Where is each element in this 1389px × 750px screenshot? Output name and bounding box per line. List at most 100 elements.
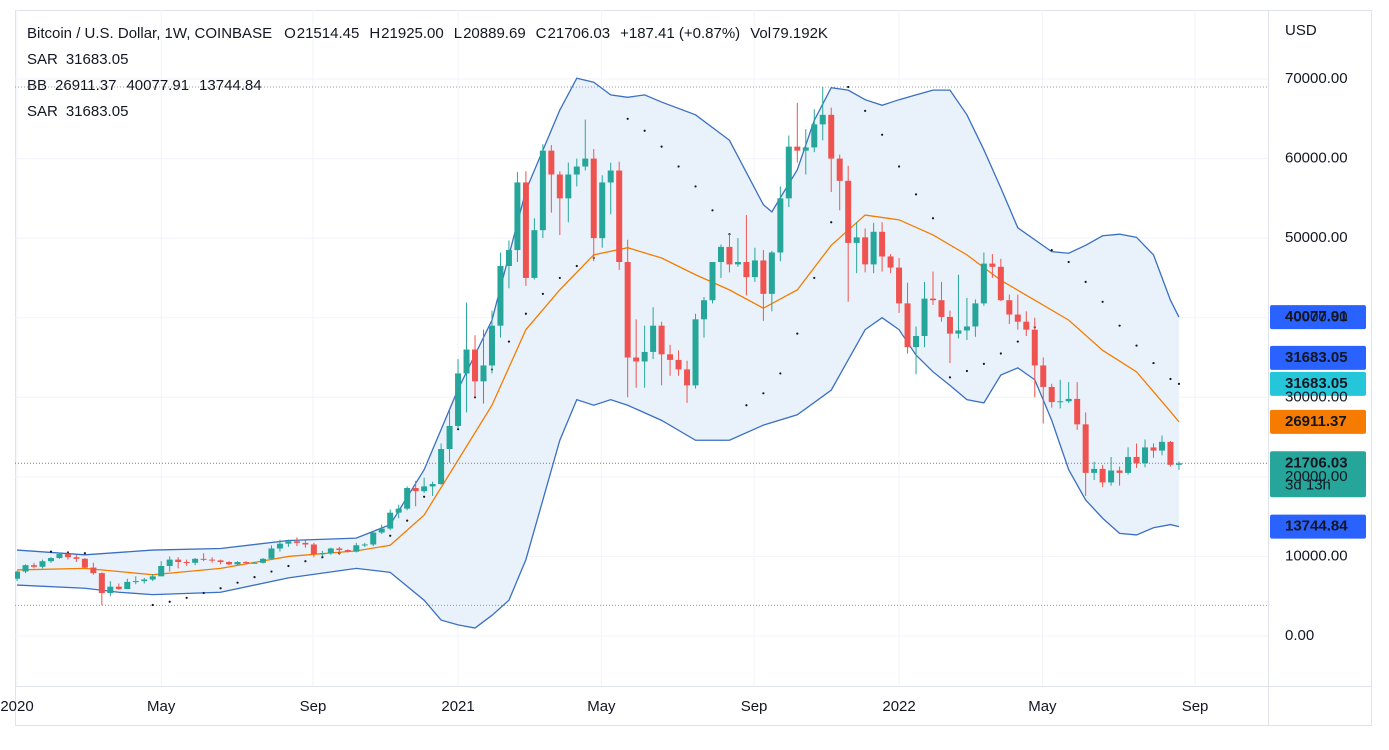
sar-dot xyxy=(931,217,935,220)
sar-dot xyxy=(185,596,188,599)
candle-body xyxy=(811,124,818,148)
legend-text: H xyxy=(369,25,380,42)
candle-body xyxy=(1099,468,1106,483)
sar-dot xyxy=(694,185,697,188)
candle-body xyxy=(132,581,139,583)
candle-body xyxy=(115,586,122,590)
candle-body xyxy=(158,565,165,577)
candle-body xyxy=(1167,441,1174,465)
legend-text: 20889.69 xyxy=(463,25,526,42)
candle-body xyxy=(47,558,54,562)
y-tick-label: 60000.00 xyxy=(1285,150,1348,167)
candle-body xyxy=(30,565,37,567)
legend-text: 21925.00 xyxy=(381,25,444,42)
sar-dot xyxy=(1118,324,1121,327)
candle-body xyxy=(1006,300,1013,315)
candle-body xyxy=(590,158,597,239)
sar-dot xyxy=(660,145,663,148)
y-tick-label: 0.00 xyxy=(1285,627,1314,644)
price-badge-label: 21706.03 xyxy=(1285,454,1348,471)
candle-body xyxy=(921,298,928,337)
candle-body xyxy=(344,550,351,552)
candle-body xyxy=(946,316,953,334)
candle-body xyxy=(1150,447,1157,451)
candle-body xyxy=(1040,365,1047,387)
price-badge-label: 26911.37 xyxy=(1285,413,1347,430)
candle-body xyxy=(438,449,445,485)
candle-body xyxy=(972,303,979,327)
sar-dot xyxy=(541,292,544,295)
candle-body xyxy=(310,544,317,555)
sar-dot xyxy=(897,165,901,168)
candle-body xyxy=(217,560,224,562)
sar-dot xyxy=(677,165,680,168)
legend-text: SAR xyxy=(27,103,58,120)
legend-text: 21706.03 xyxy=(548,25,611,42)
candle-body xyxy=(836,158,843,181)
price-badge xyxy=(1270,514,1366,539)
candle-body xyxy=(175,559,182,562)
price-badge xyxy=(1270,305,1366,330)
candle-body xyxy=(472,349,479,382)
candle-body xyxy=(73,557,80,559)
candle-body xyxy=(243,561,250,563)
candle-body xyxy=(361,544,368,546)
x-tick-label: Sep xyxy=(300,698,327,715)
candle-body xyxy=(268,548,275,559)
candle-body xyxy=(734,262,741,265)
sar-dot xyxy=(1050,248,1053,252)
sar-dot xyxy=(762,392,765,395)
candle-body xyxy=(15,571,21,579)
y-tick-label: 10000.00 xyxy=(1285,547,1348,564)
sar-dot xyxy=(1177,382,1181,385)
sar-dot xyxy=(914,193,918,196)
candle-body xyxy=(1175,463,1182,465)
sar-dot xyxy=(49,550,53,553)
candle-body xyxy=(293,541,300,543)
sar-dot xyxy=(1169,377,1172,381)
price-badge xyxy=(1270,371,1366,396)
candle-body xyxy=(913,336,920,348)
candle-body xyxy=(743,262,750,278)
x-tick-label: 2021 xyxy=(441,698,474,715)
sar-dot xyxy=(253,576,256,579)
legend-text: 26911.37 xyxy=(55,77,116,94)
sar-dot xyxy=(982,362,985,365)
sar-dot xyxy=(948,376,952,379)
sar-dot xyxy=(779,372,782,375)
candle-body xyxy=(768,252,775,294)
price-badge-label: 40077.91 xyxy=(1285,308,1348,325)
candle-body xyxy=(1091,468,1098,473)
sar-dot xyxy=(796,332,799,335)
sar-dot xyxy=(168,600,171,603)
candle-body xyxy=(302,542,309,545)
candle-body xyxy=(599,182,606,239)
candle-body xyxy=(149,576,156,580)
legend-text: Bitcoin / U.S. Dollar, 1W, COINBASE xyxy=(27,25,272,42)
sar-dot xyxy=(219,587,222,590)
candle-body xyxy=(1048,386,1055,403)
candle-body xyxy=(285,541,292,544)
candle-body xyxy=(709,262,716,301)
candle-body xyxy=(658,325,665,355)
candle-body xyxy=(90,567,97,574)
candle-body xyxy=(141,579,148,582)
sar-dot xyxy=(864,109,867,112)
candle-body xyxy=(896,267,903,304)
y-tick-label: 70000.00 xyxy=(1285,70,1348,87)
candle-body xyxy=(124,581,131,590)
candle-body xyxy=(1158,441,1165,451)
y-tick-label: 50000.00 xyxy=(1285,229,1348,246)
y-tick-label: 20000.00 xyxy=(1285,468,1348,485)
candle-body xyxy=(446,425,453,450)
sar-dot xyxy=(1135,344,1138,347)
candle-body xyxy=(514,182,521,251)
candle-body xyxy=(522,182,529,278)
countdown-label: 3d 13h xyxy=(1285,476,1331,493)
candle-body xyxy=(989,263,996,267)
frame xyxy=(15,10,1372,726)
candle-body xyxy=(624,262,631,358)
candle-body xyxy=(692,319,699,386)
x-tick-label: 2022 xyxy=(882,698,915,715)
